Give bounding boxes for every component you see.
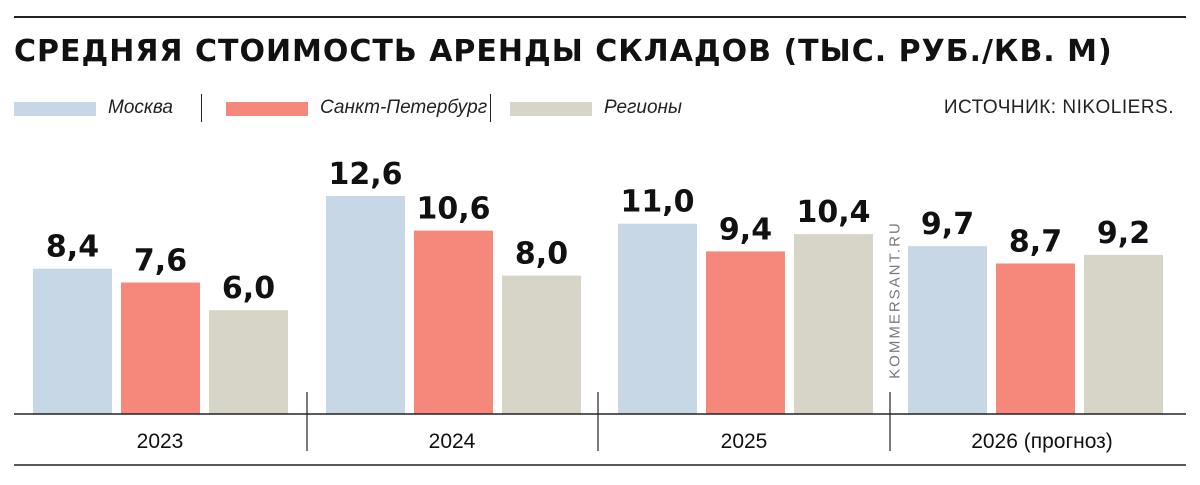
data-label-spb-2024: 10,6 bbox=[416, 192, 490, 227]
data-label-spb-2023: 7,6 bbox=[134, 244, 187, 279]
x-tick-label-2024: 2024 bbox=[429, 430, 476, 453]
legend-label-regions: Регионы bbox=[604, 97, 682, 118]
data-label-moscow-2024: 12,6 bbox=[328, 157, 402, 192]
data-label-regions-2023: 6,0 bbox=[222, 271, 275, 306]
chart-title: СРЕДНЯЯ СТОИМОСТЬ АРЕНДЫ СКЛАДОВ (ТЫС. Р… bbox=[14, 34, 1113, 69]
source-note: ИСТОЧНИК: NIKOLIERS. bbox=[943, 97, 1174, 118]
legend-swatch-regions bbox=[510, 102, 592, 116]
bar-regions-2026 bbox=[1084, 254, 1163, 414]
bar-regions-2024 bbox=[502, 275, 581, 414]
bar-moscow-2024 bbox=[326, 196, 405, 414]
top-rule bbox=[14, 16, 1186, 18]
bar-regions-2023 bbox=[209, 310, 288, 414]
legend-separator bbox=[490, 94, 491, 122]
bar-spb-2023 bbox=[121, 282, 200, 414]
data-label-moscow-2023: 8,4 bbox=[46, 230, 99, 265]
legend-label-spb: Санкт-Петербург bbox=[320, 97, 488, 118]
bar-spb-2026 bbox=[996, 263, 1075, 414]
bar-spb-2024 bbox=[414, 230, 493, 414]
bar-spb-2025 bbox=[706, 251, 785, 414]
bar-moscow-2026 bbox=[908, 246, 987, 414]
data-label-regions-2025: 10,4 bbox=[796, 195, 870, 230]
data-label-moscow-2026: 9,7 bbox=[921, 207, 974, 242]
bar-regions-2025 bbox=[794, 234, 873, 414]
data-label-moscow-2025: 11,0 bbox=[620, 185, 694, 220]
bar-moscow-2025 bbox=[618, 223, 697, 414]
data-label-regions-2026: 9,2 bbox=[1097, 216, 1150, 251]
data-label-regions-2024: 8,0 bbox=[515, 237, 568, 272]
x-tick-label-2023: 2023 bbox=[137, 430, 184, 453]
legend-swatch-moscow bbox=[14, 102, 96, 116]
x-tick-label-2026: 2026 (прогноз) bbox=[971, 430, 1113, 453]
watermark: KOMMERSANT.RU bbox=[886, 221, 904, 379]
data-label-spb-2025: 9,4 bbox=[719, 212, 772, 247]
x-tick-label-2025: 2025 bbox=[721, 430, 768, 453]
data-label-spb-2026: 8,7 bbox=[1009, 224, 1062, 259]
legend-separator bbox=[201, 94, 202, 122]
legend-label-moscow: Москва bbox=[108, 97, 173, 118]
legend-swatch-spb bbox=[226, 102, 308, 116]
bar-moscow-2023 bbox=[33, 268, 112, 414]
